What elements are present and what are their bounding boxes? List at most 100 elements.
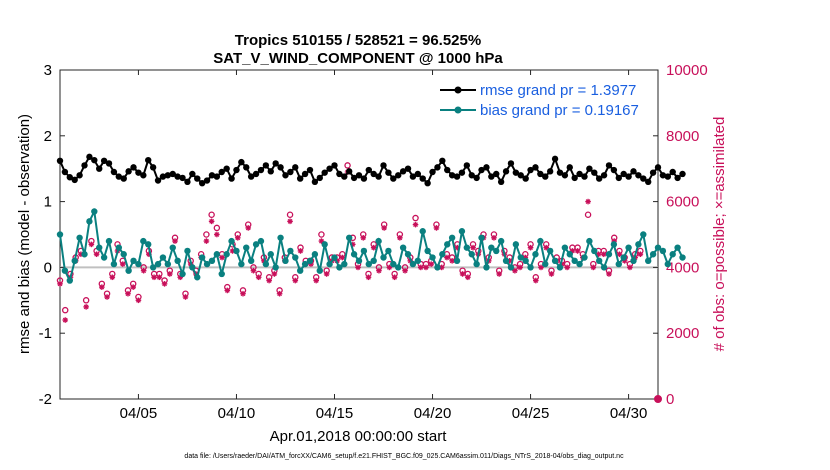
asterisk-stroke <box>366 274 371 280</box>
rmse-point <box>532 164 539 171</box>
obs-assimilated-point <box>271 271 278 277</box>
rmse-point <box>502 168 510 175</box>
rmse-point <box>56 157 64 165</box>
asterisk-stroke <box>240 291 246 297</box>
bias-point <box>409 260 417 268</box>
rmse-point <box>497 178 505 186</box>
bias-point <box>375 237 382 245</box>
bias-point <box>331 254 338 261</box>
bias-point <box>336 264 343 271</box>
asterisk-stroke <box>606 271 612 277</box>
legend-bias-label: bias grand pr = 0.19167 <box>480 102 639 119</box>
obs-assimilated-point <box>360 234 367 241</box>
x-tick-label: 04/15 <box>316 405 354 422</box>
asterisk-stroke <box>637 251 643 257</box>
rmse-point <box>439 157 446 165</box>
obs-assimilated-point <box>161 281 168 287</box>
bias-point <box>174 257 181 265</box>
asterisk-stroke <box>627 264 633 270</box>
obs-assimilated-point <box>166 271 173 277</box>
rmse-point <box>615 174 622 182</box>
rmse-point <box>130 164 137 171</box>
y2-axis-label: # of obs: o=possible; ×=assimilated <box>711 117 728 352</box>
obs-assimilated-point <box>491 234 497 241</box>
legend-rmse-marker <box>454 86 462 94</box>
asterisk-stroke <box>386 264 392 270</box>
rmse-point <box>164 172 172 179</box>
rmse-point <box>404 165 412 172</box>
rmse-point <box>247 173 255 180</box>
rmse-point <box>159 173 167 180</box>
rmse-point <box>331 162 338 169</box>
bias-point <box>595 257 603 265</box>
asterisk-stroke <box>528 245 533 251</box>
bias-point <box>605 251 613 258</box>
obs-assimilated-point <box>590 264 597 271</box>
asterisk-stroke <box>533 278 539 283</box>
obs-assimilated-point <box>250 267 257 274</box>
obs-assimilated-point <box>402 267 408 274</box>
rmse-point <box>507 160 515 167</box>
y-tick-label: 2 <box>44 128 52 145</box>
asterisk-stroke <box>203 238 209 244</box>
y-tick-label: 3 <box>44 62 52 79</box>
asterisk-stroke <box>402 268 408 274</box>
bias-point <box>463 244 471 251</box>
asterisk-stroke <box>292 278 298 283</box>
rmse-point <box>640 175 647 182</box>
rmse-point <box>252 170 260 178</box>
bias-point <box>669 251 676 258</box>
y2-tick-label: 4000 <box>666 259 699 276</box>
bias-point <box>194 274 201 281</box>
bias-point <box>395 264 402 271</box>
asterisk-stroke <box>245 225 251 231</box>
asterisk-stroke <box>183 294 188 300</box>
rmse-point <box>370 170 377 178</box>
asterisk-stroke <box>538 264 544 270</box>
rmse-point <box>395 172 402 179</box>
x-axis: 04/05 04/10 04/15 04/20 04/25 04/30 <box>120 70 647 422</box>
bias-point <box>488 244 495 251</box>
rmse-point <box>311 178 319 186</box>
bias-point <box>424 247 431 255</box>
x-tick-label: 04/05 <box>120 405 158 422</box>
bias-point <box>56 231 64 238</box>
rmse-point <box>546 168 554 175</box>
asterisk-stroke <box>88 241 94 247</box>
asterisk-stroke <box>549 271 554 277</box>
bias-point <box>282 257 289 265</box>
rmse-point <box>360 175 368 182</box>
asterisk-stroke <box>439 264 445 270</box>
rmse-series <box>56 153 686 187</box>
rmse-point <box>125 168 132 175</box>
asterisk-stroke <box>104 294 110 300</box>
rmse-point <box>556 169 564 176</box>
obs-assimilated-point <box>397 234 403 241</box>
bias-point <box>262 260 270 268</box>
obs-assimilated-point <box>313 277 319 284</box>
obs-assimilated-point <box>88 241 95 248</box>
bias-point <box>238 260 245 268</box>
rmse-point <box>620 170 627 178</box>
bias-point <box>71 257 78 265</box>
bias-point <box>458 228 466 235</box>
rmse-point <box>679 170 686 178</box>
bias-point <box>125 267 132 274</box>
rmse-point <box>238 158 245 166</box>
obs-assimilated-point <box>323 271 330 277</box>
obs-assimilated-point <box>423 264 429 271</box>
asterisk-stroke <box>423 264 429 270</box>
rmse-point <box>292 164 299 171</box>
obs-assimilated-point <box>459 271 466 277</box>
bias-point <box>527 264 534 271</box>
x-tick-label: 04/10 <box>218 405 256 422</box>
bias-point <box>483 264 490 271</box>
asterisk-stroke <box>392 274 398 280</box>
rmse-point <box>208 172 216 179</box>
rmse-point <box>105 160 113 167</box>
rmse-point <box>522 175 529 182</box>
obs-assimilated-point <box>125 290 131 297</box>
y-tick-label: 1 <box>44 194 52 211</box>
rmse-point <box>517 172 524 179</box>
